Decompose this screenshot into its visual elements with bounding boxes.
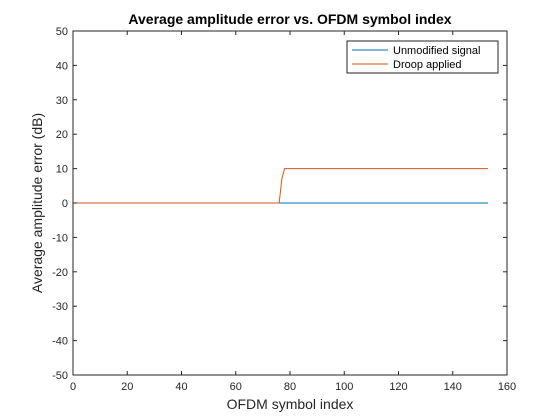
x-tick-label: 160 (498, 381, 516, 393)
y-tick-label: 50 (56, 26, 68, 38)
x-axis-title: OFDM symbol index (227, 396, 354, 412)
legend-label-2: Droop applied (393, 59, 462, 71)
x-tick-label: 80 (284, 381, 296, 393)
y-tick-label: 0 (62, 198, 68, 210)
legend-box (346, 40, 499, 74)
chart-title: Average amplitude error vs. OFDM symbol … (128, 11, 451, 27)
y-tick-label: -30 (52, 301, 68, 313)
legend: Unmodified signal Droop applied (346, 40, 499, 74)
y-tick-label: 20 (56, 129, 68, 141)
y-tick-label: -50 (52, 370, 68, 382)
y-tick-label: 30 (56, 95, 68, 107)
axes (72, 30, 508, 376)
tick-labels: 0 20 40 60 80 100 120 140 160 -50 -40 -30 -20 -10 0 10 2… (52, 26, 516, 393)
y-tick-label: 40 (56, 60, 68, 72)
y-tick-label: -20 (52, 267, 68, 279)
x-tick-label: 60 (230, 381, 242, 393)
series-line-2 (73, 168, 489, 204)
y-tick-label: -40 (52, 336, 68, 348)
x-tick-label: 0 (70, 381, 76, 393)
y-tick-label: -10 (52, 232, 68, 244)
x-tick-label: 20 (121, 381, 133, 393)
y-tick-label: 10 (56, 164, 68, 176)
x-tick-label: 120 (389, 381, 407, 393)
x-tick-label: 100 (335, 381, 353, 393)
x-tick-label: 140 (444, 381, 462, 393)
legend-label-1: Unmodified signal (393, 45, 480, 57)
series-lines (73, 168, 489, 204)
x-tick-label: 40 (175, 381, 187, 393)
y-axis-title: Average amplitude error (dB) (29, 113, 45, 293)
